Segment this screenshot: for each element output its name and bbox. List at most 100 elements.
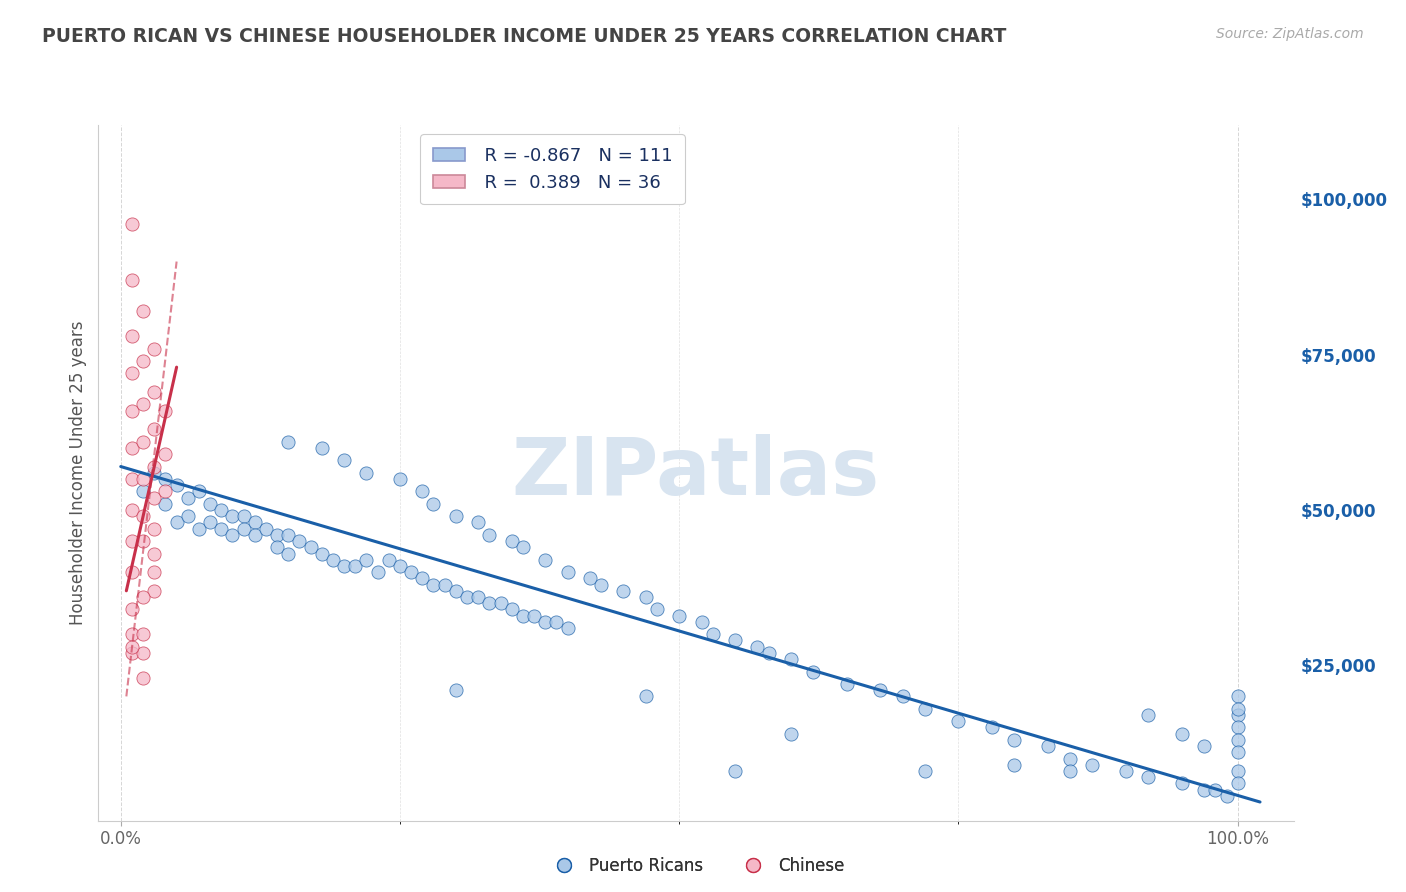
Point [143, 522, 166, 536]
Point [668, 608, 690, 623]
Point [1059, 764, 1081, 778]
Point [132, 304, 155, 318]
Point [512, 608, 534, 623]
Point [534, 552, 557, 567]
Point [501, 534, 523, 549]
Point [1192, 782, 1215, 797]
Point [333, 558, 356, 573]
Point [277, 547, 299, 561]
Point [1137, 770, 1160, 784]
Point [501, 602, 523, 616]
Point [634, 590, 657, 604]
Point [981, 721, 1004, 735]
Point [155, 497, 177, 511]
Point [266, 541, 288, 555]
Point [579, 571, 602, 585]
Point [254, 522, 277, 536]
Point [1036, 739, 1059, 753]
Point [121, 565, 143, 579]
Y-axis label: Householder Income Under 25 years: Householder Income Under 25 years [69, 320, 87, 625]
Point [209, 503, 232, 517]
Point [557, 565, 579, 579]
Point [121, 403, 143, 417]
Point [1002, 757, 1025, 772]
Point [1226, 708, 1249, 723]
Point [780, 726, 803, 740]
Point [121, 534, 143, 549]
Point [444, 583, 467, 598]
Point [177, 509, 200, 524]
Point [132, 434, 155, 449]
Point [1226, 776, 1249, 790]
Point [132, 627, 155, 641]
Point [155, 403, 177, 417]
Point [557, 621, 579, 635]
Point [132, 484, 155, 499]
Point [198, 497, 221, 511]
Point [835, 677, 858, 691]
Point [132, 472, 155, 486]
Point [1226, 764, 1249, 778]
Point [1226, 721, 1249, 735]
Point [121, 367, 143, 381]
Point [914, 764, 936, 778]
Point [121, 441, 143, 455]
Point [634, 690, 657, 704]
Point [121, 640, 143, 654]
Legend: Puerto Ricans, Chinese: Puerto Ricans, Chinese [541, 851, 851, 882]
Point [1081, 757, 1104, 772]
Point [121, 646, 143, 660]
Point [143, 384, 166, 399]
Point [155, 447, 177, 461]
Point [523, 608, 546, 623]
Point [1137, 708, 1160, 723]
Point [612, 583, 634, 598]
Point [1171, 776, 1194, 790]
Point [422, 497, 444, 511]
Point [948, 714, 970, 729]
Point [869, 683, 891, 698]
Point [187, 522, 209, 536]
Point [277, 528, 299, 542]
Point [1192, 739, 1215, 753]
Point [166, 516, 188, 530]
Point [444, 683, 467, 698]
Point [143, 583, 166, 598]
Point [121, 329, 143, 343]
Point [121, 602, 143, 616]
Point [155, 484, 177, 499]
Text: Source: ZipAtlas.com: Source: ZipAtlas.com [1216, 27, 1364, 41]
Point [209, 522, 232, 536]
Point [478, 596, 501, 610]
Point [1226, 732, 1249, 747]
Point [546, 615, 568, 629]
Point [724, 764, 747, 778]
Point [221, 509, 243, 524]
Point [132, 509, 155, 524]
Point [702, 627, 724, 641]
Point [411, 484, 433, 499]
Point [534, 615, 557, 629]
Point [356, 466, 378, 480]
Point [232, 509, 254, 524]
Point [1215, 789, 1237, 803]
Point [187, 484, 209, 499]
Point [645, 602, 668, 616]
Point [367, 565, 389, 579]
Point [288, 534, 311, 549]
Point [221, 528, 243, 542]
Point [747, 640, 769, 654]
Point [143, 547, 166, 561]
Point [166, 478, 188, 492]
Point [143, 466, 166, 480]
Point [891, 690, 914, 704]
Point [758, 646, 780, 660]
Point [1002, 732, 1025, 747]
Point [311, 441, 333, 455]
Point [121, 627, 143, 641]
Point [121, 273, 143, 287]
Point [388, 472, 411, 486]
Point [589, 577, 612, 591]
Point [1226, 690, 1249, 704]
Point [132, 671, 155, 685]
